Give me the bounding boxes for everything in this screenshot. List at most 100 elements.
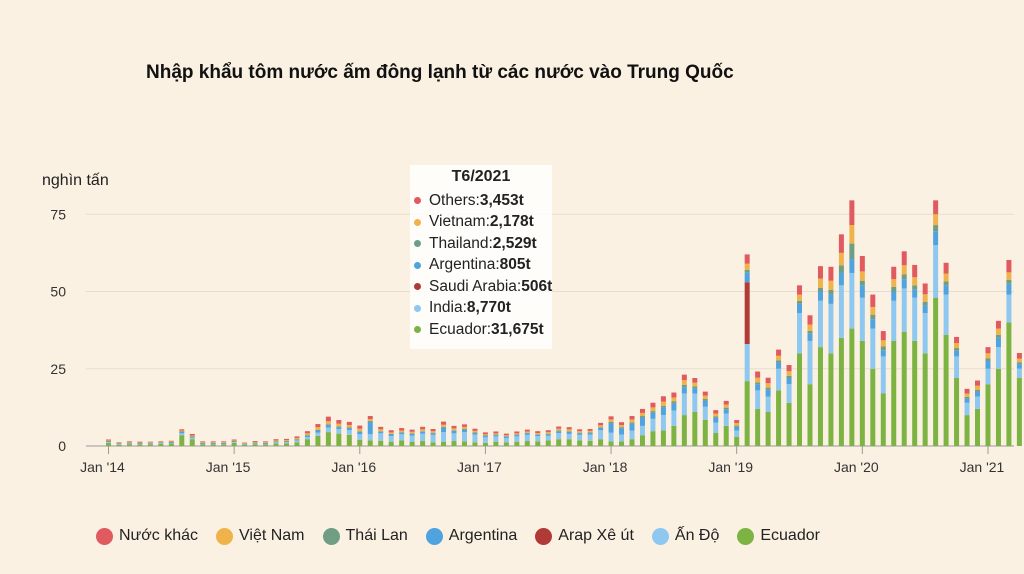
bar-segment[interactable]: [985, 361, 991, 369]
bar-segment[interactable]: [702, 406, 708, 420]
bar-segment[interactable]: [629, 439, 635, 446]
bar-segment[interactable]: [755, 382, 761, 385]
bar-segment[interactable]: [849, 243, 855, 260]
bar-segment[interactable]: [880, 356, 886, 394]
bar-segment[interactable]: [807, 315, 813, 325]
bar-segment[interactable]: [189, 436, 195, 438]
bar-segment[interactable]: [1006, 322, 1012, 446]
bar-segment[interactable]: [294, 442, 300, 446]
bar-segment[interactable]: [514, 433, 520, 435]
bar-segment[interactable]: [1006, 294, 1012, 323]
bar-segment[interactable]: [116, 442, 122, 443]
bar-segment[interactable]: [556, 428, 562, 431]
bar-segment[interactable]: [273, 443, 279, 446]
bar-segment[interactable]: [158, 442, 164, 444]
bar-segment[interactable]: [891, 279, 897, 287]
bar-segment[interactable]: [189, 433, 195, 436]
bar-segment[interactable]: [378, 431, 384, 434]
bar-segment[interactable]: [587, 434, 593, 441]
bar-segment[interactable]: [859, 255, 865, 272]
bar-segment[interactable]: [106, 441, 111, 443]
bar-segment[interactable]: [273, 441, 279, 443]
bar-segment[interactable]: [786, 371, 792, 376]
bar-segment[interactable]: [681, 380, 687, 385]
bar-segment[interactable]: [681, 393, 687, 416]
bar-segment[interactable]: [168, 440, 174, 442]
bar-segment[interactable]: [849, 200, 855, 226]
bar-segment[interactable]: [723, 425, 729, 446]
bar-segment[interactable]: [1016, 368, 1022, 379]
bar-segment[interactable]: [639, 425, 645, 436]
bar-segment[interactable]: [922, 283, 928, 295]
bar-segment[interactable]: [221, 444, 227, 446]
bar-segment[interactable]: [744, 272, 750, 283]
bar-segment[interactable]: [619, 427, 625, 429]
bar-segment[interactable]: [786, 378, 792, 385]
bar-segment[interactable]: [608, 421, 614, 424]
bar-segment[interactable]: [336, 420, 342, 424]
bar-segment[interactable]: [975, 391, 981, 397]
bar-segment[interactable]: [912, 297, 918, 341]
bar-segment[interactable]: [283, 441, 289, 444]
legend-item-arap-xe-ut[interactable]: Arap Xê út: [535, 527, 634, 545]
bar-segment[interactable]: [535, 431, 541, 434]
bar-segment[interactable]: [901, 274, 907, 280]
bar-segment[interactable]: [671, 425, 677, 446]
bar-segment[interactable]: [252, 444, 258, 446]
bar-segment[interactable]: [409, 433, 415, 436]
bar-segment[interactable]: [325, 421, 331, 425]
bar-segment[interactable]: [116, 442, 122, 444]
bar-segment[interactable]: [325, 416, 331, 422]
bar-segment[interactable]: [650, 418, 656, 432]
bar-segment[interactable]: [147, 443, 153, 445]
bar-segment[interactable]: [755, 384, 761, 391]
bar-segment[interactable]: [325, 427, 331, 433]
bar-segment[interactable]: [304, 439, 310, 446]
bar-segment[interactable]: [556, 430, 562, 432]
bar-segment[interactable]: [723, 404, 729, 408]
bar-segment[interactable]: [1016, 358, 1022, 363]
bar-segment[interactable]: [723, 409, 729, 414]
bar-segment[interactable]: [367, 420, 373, 422]
bar-segment[interactable]: [189, 435, 195, 437]
bar-segment[interactable]: [587, 429, 593, 431]
bar-segment[interactable]: [304, 435, 310, 436]
bar-segment[interactable]: [556, 426, 562, 429]
bar-segment[interactable]: [472, 442, 478, 446]
bar-segment[interactable]: [629, 419, 635, 423]
bar-segment[interactable]: [126, 444, 132, 446]
legend-item-argentina[interactable]: Argentina: [425, 527, 517, 545]
bar-segment[interactable]: [954, 350, 960, 357]
bar-segment[interactable]: [891, 286, 897, 292]
bar-segment[interactable]: [765, 387, 771, 390]
bar-segment[interactable]: [776, 368, 782, 391]
bar-segment[interactable]: [912, 340, 918, 446]
bar-segment[interactable]: [964, 388, 970, 394]
bar-segment[interactable]: [639, 412, 645, 417]
bar-segment[interactable]: [441, 432, 447, 442]
bar-segment[interactable]: [807, 384, 813, 446]
bar-segment[interactable]: [263, 443, 269, 444]
bar-segment[interactable]: [828, 294, 834, 304]
bar-segment[interactable]: [734, 426, 740, 431]
bar-segment[interactable]: [137, 443, 143, 444]
bar-segment[interactable]: [964, 402, 970, 416]
bar-segment[interactable]: [304, 431, 310, 434]
bar-segment[interactable]: [420, 433, 426, 442]
bar-segment[interactable]: [828, 280, 834, 290]
legend-item-ecuador[interactable]: Ecuador: [737, 527, 820, 545]
bar-segment[interactable]: [734, 430, 740, 437]
bar-segment[interactable]: [514, 436, 520, 442]
bar-segment[interactable]: [472, 432, 478, 434]
bar-segment[interactable]: [441, 424, 447, 427]
bar-segment[interactable]: [210, 444, 216, 446]
bar-segment[interactable]: [765, 412, 771, 446]
bar-segment[interactable]: [922, 353, 928, 446]
bar-segment[interactable]: [964, 393, 970, 397]
bar-segment[interactable]: [158, 442, 164, 444]
bar-segment[interactable]: [503, 435, 509, 437]
bar-segment[interactable]: [357, 439, 363, 446]
bar-segment[interactable]: [545, 430, 551, 433]
bar-segment[interactable]: [765, 396, 771, 413]
bar-segment[interactable]: [995, 334, 1001, 338]
